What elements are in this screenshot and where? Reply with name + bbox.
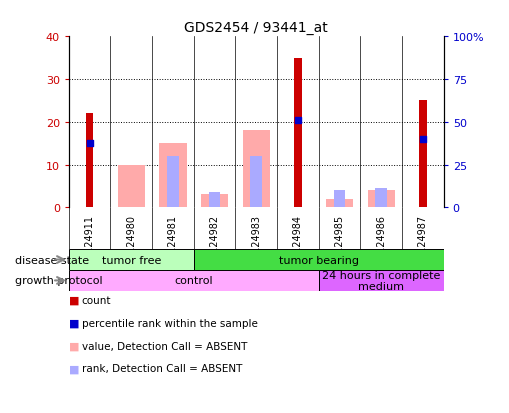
Text: GSM124986: GSM124986 xyxy=(376,214,385,273)
Text: 24 hours in complete
medium: 24 hours in complete medium xyxy=(321,270,440,292)
Bar xyxy=(333,191,345,208)
Bar xyxy=(250,157,262,208)
Bar xyxy=(375,189,386,208)
Bar xyxy=(193,249,443,271)
Bar xyxy=(294,59,301,208)
Point xyxy=(293,117,301,123)
Text: GSM124983: GSM124983 xyxy=(251,214,261,273)
Bar xyxy=(208,193,220,208)
Bar xyxy=(159,144,186,208)
Text: growth protocol: growth protocol xyxy=(15,276,102,286)
Text: ■: ■ xyxy=(69,341,79,351)
Bar xyxy=(69,271,318,291)
Bar xyxy=(325,199,352,208)
Text: disease state: disease state xyxy=(15,255,89,265)
Bar xyxy=(318,271,443,291)
Bar xyxy=(201,195,228,208)
Text: percentile rank within the sample: percentile rank within the sample xyxy=(81,318,257,328)
Text: GSM124980: GSM124980 xyxy=(126,214,136,273)
Text: GSM124982: GSM124982 xyxy=(209,214,219,273)
Point xyxy=(418,136,426,143)
Bar xyxy=(418,101,426,208)
Text: GSM124985: GSM124985 xyxy=(334,214,344,273)
Text: GSM124981: GSM124981 xyxy=(167,214,178,273)
Bar xyxy=(167,157,179,208)
Bar xyxy=(242,131,269,208)
Title: GDS2454 / 93441_at: GDS2454 / 93441_at xyxy=(184,21,327,35)
Text: GSM124984: GSM124984 xyxy=(292,214,302,273)
Text: value, Detection Call = ABSENT: value, Detection Call = ABSENT xyxy=(81,341,246,351)
Text: GSM124911: GSM124911 xyxy=(84,214,95,273)
Text: ■: ■ xyxy=(69,318,79,328)
Bar xyxy=(69,249,193,271)
Text: ■: ■ xyxy=(69,295,79,305)
Text: control: control xyxy=(174,276,213,286)
Text: tumor bearing: tumor bearing xyxy=(278,255,358,265)
Text: rank, Detection Call = ABSENT: rank, Detection Call = ABSENT xyxy=(81,363,241,373)
Text: ■: ■ xyxy=(69,363,79,373)
Text: tumor free: tumor free xyxy=(101,255,161,265)
Point xyxy=(86,140,94,147)
Bar xyxy=(367,191,394,208)
Text: GSM124987: GSM124987 xyxy=(417,214,427,273)
Bar xyxy=(86,114,93,208)
Bar xyxy=(118,165,145,208)
Text: count: count xyxy=(81,295,111,305)
